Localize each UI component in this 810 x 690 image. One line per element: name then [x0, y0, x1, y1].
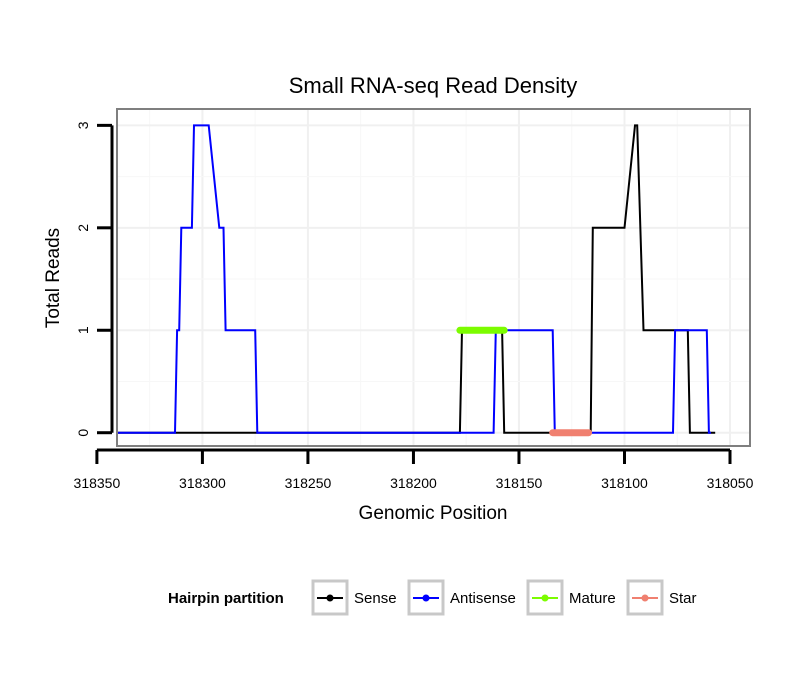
y-tick-label-0: 0 [75, 429, 91, 437]
x-tick-label-2: 318250 [285, 475, 332, 491]
y-tick-label-1: 1 [75, 326, 91, 334]
legend-key-dot-star [641, 594, 649, 602]
legend-key-dot-sense [326, 594, 334, 602]
y-axis: 0 1 2 3 [75, 121, 114, 437]
plot-panel-border [116, 108, 751, 447]
x-tick-label-3: 318200 [390, 475, 437, 491]
legend-label-star: Star [669, 590, 697, 607]
x-tick-label-1: 318300 [179, 475, 226, 491]
x-tick-label-6: 318050 [707, 475, 754, 491]
legend-label-sense: Sense [354, 590, 397, 607]
legend-label-mature: Mature [569, 590, 616, 607]
y-tick-label-2: 2 [75, 224, 91, 232]
chart-title: Small RNA-seq Read Density [289, 73, 578, 98]
series-antisense-line [118, 124, 711, 434]
legend-title: Hairpin partition [168, 590, 284, 607]
x-tick-label-4: 318150 [496, 475, 543, 491]
legend-key-dot-antisense [422, 594, 430, 602]
legend-key-dot-mature [541, 594, 549, 602]
x-axis: 318350 318300 318250 318200 318150 318100 3180… [74, 448, 754, 491]
series-layer [118, 124, 716, 437]
y-axis-title: Total Reads [43, 228, 64, 328]
x-axis-title: Genomic Position [359, 503, 508, 524]
x-tick-label-0: 318350 [74, 475, 121, 491]
legend: Hairpin partition Sense Antisense Mature St… [168, 579, 697, 616]
y-tick-label-3: 3 [75, 121, 91, 129]
x-tick-label-5: 318100 [601, 475, 648, 491]
legend-label-antisense: Antisense [450, 590, 516, 607]
